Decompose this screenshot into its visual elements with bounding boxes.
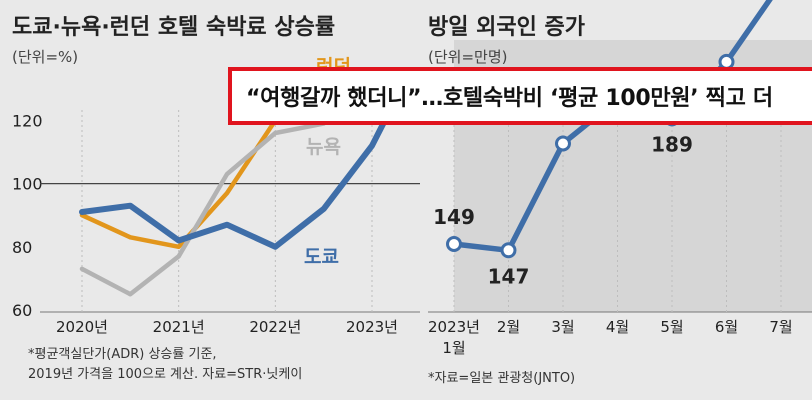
visitor-data-point — [555, 135, 571, 152]
visitor-data-point — [500, 242, 517, 259]
right-xtick-label: 2023년 — [428, 318, 480, 336]
right-xtick-label: 5월 — [660, 318, 683, 336]
series-line-newyork — [79, 121, 326, 297]
visitor-data-label: 147 — [488, 264, 530, 288]
visitor-data-label: 149 — [433, 205, 475, 229]
left-note-line-2: 2019년 가격을 100으로 계산. 자료=STR·닛케이 — [28, 367, 302, 382]
visitor-data-label: 189 — [651, 132, 693, 156]
headline-banner: “여행갈까 했더니”…호텔숙박비 ‘평균 100만원’ 찍고 더 — [228, 67, 812, 125]
right-xtick-label: 6월 — [715, 318, 738, 336]
right-xtick-label: 7월 — [769, 318, 792, 336]
series-line-london — [79, 111, 326, 250]
right-xtick-label: 4월 — [606, 318, 629, 336]
left-chart-unit: (단위=%) — [12, 48, 78, 66]
legend-label-tokyo: 도쿄 — [304, 246, 339, 268]
legend-label-newyork: 뉴욕 — [306, 136, 341, 158]
left-ytick-label: 120 — [12, 111, 43, 130]
left-ytick-label: 60 — [12, 301, 32, 320]
right-xtick-label-line2: 1월 — [442, 339, 465, 357]
left-xtick-label: 2021년 — [153, 318, 205, 336]
visitor-chart: 방일 외국인 증가 (단위=만명) 2023년 1월 2월 3월 4월 5월 6월 7월 14… — [428, 0, 812, 386]
left-note-line-1: *평균객실단가(ADR) 상승률 기준, — [28, 347, 217, 362]
headline-text: “여행갈까 했더니”…호텔숙박비 ‘평균 100만원’ 찍고 더 — [246, 86, 773, 111]
visitor-data-point — [446, 236, 462, 252]
left-ytick-label: 100 — [12, 175, 43, 194]
right-chart-unit: (단위=만명) — [428, 48, 507, 66]
right-chart-title: 방일 외국인 증가 — [428, 15, 585, 40]
right-xtick-label: 3월 — [551, 318, 574, 336]
right-note: *자료=일본 관광청(JNTO) — [428, 371, 575, 386]
left-chart-title: 도쿄·뉴욕·런던 호텔 숙박료 상승률 — [12, 15, 335, 40]
right-xtick-label: 2월 — [497, 318, 520, 336]
series-line-tokyo — [79, 76, 409, 250]
left-xtick-label: 2020년 — [56, 318, 108, 336]
left-xtick-label: 2022년 — [249, 318, 301, 336]
left-xtick-label: 2023년 — [346, 318, 398, 336]
left-ytick-label: 80 — [12, 238, 32, 257]
